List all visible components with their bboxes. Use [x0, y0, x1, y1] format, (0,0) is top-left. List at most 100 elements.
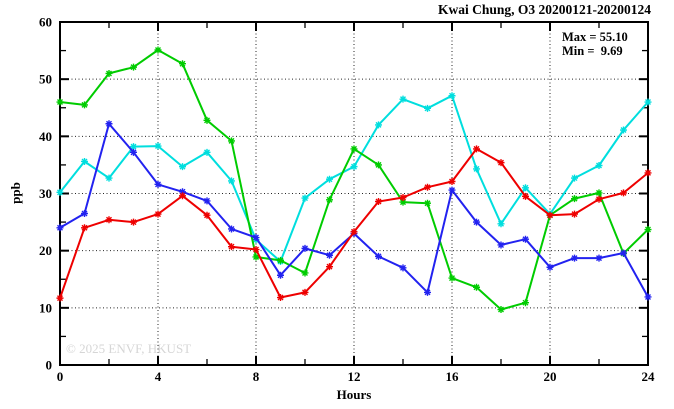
- marker-red: [252, 246, 260, 254]
- marker-green: [326, 196, 333, 204]
- marker-red: [571, 210, 578, 218]
- marker-red: [620, 189, 627, 197]
- gridlines: [61, 23, 647, 364]
- chart-title: Kwai Chung, O3 20200121-20200124: [438, 2, 651, 17]
- marker-red: [595, 195, 603, 203]
- marker-blue: [571, 254, 578, 262]
- marker-green: [497, 306, 505, 314]
- marker-cyan: [375, 121, 382, 129]
- x-axis-label: Hours: [337, 387, 372, 402]
- marker-cyan: [301, 194, 309, 202]
- marker-blue: [228, 225, 235, 233]
- marker-blue: [399, 264, 407, 272]
- y-tick-label: 30: [39, 186, 52, 201]
- marker-blue: [546, 263, 554, 271]
- x-tick-label: 4: [155, 369, 162, 384]
- marker-red: [497, 159, 505, 167]
- marker-green: [81, 101, 88, 109]
- marker-green: [644, 226, 652, 234]
- marker-green: [350, 145, 358, 153]
- marker-green: [522, 299, 529, 307]
- marker-cyan: [56, 188, 64, 196]
- marker-green: [473, 283, 480, 291]
- marker-blue: [154, 180, 162, 188]
- x-tick-label: 12: [348, 369, 361, 384]
- marker-red: [448, 177, 456, 185]
- marker-green: [56, 98, 64, 106]
- y-axis-label: ppb: [8, 182, 23, 204]
- marker-red: [179, 192, 186, 200]
- marker-green: [154, 46, 162, 54]
- marker-red: [522, 192, 529, 200]
- marker-cyan: [448, 92, 456, 100]
- marker-blue: [424, 288, 431, 296]
- marker-green: [105, 69, 113, 77]
- marker-blue: [522, 235, 529, 243]
- y-tick-label: 40: [39, 129, 52, 144]
- marker-red: [546, 211, 554, 219]
- marker-red: [154, 210, 162, 218]
- marker-red: [375, 198, 382, 206]
- marker-red: [105, 216, 113, 224]
- marker-cyan: [595, 161, 603, 169]
- y-tick-label: 50: [39, 72, 52, 87]
- marker-red: [130, 218, 137, 226]
- x-tick-label: 24: [642, 369, 656, 384]
- marker-blue: [375, 252, 382, 260]
- marker-cyan: [81, 157, 88, 165]
- marker-cyan: [350, 163, 358, 171]
- marker-cyan: [620, 126, 627, 134]
- marker-blue: [56, 224, 64, 232]
- marker-blue: [252, 234, 260, 242]
- marker-green: [277, 256, 284, 264]
- marker-blue: [277, 271, 284, 279]
- y-tick-label: 0: [46, 358, 53, 373]
- marker-green: [448, 274, 456, 282]
- marker-red: [228, 243, 235, 251]
- marker-red: [203, 211, 211, 219]
- marker-green: [399, 198, 407, 206]
- marker-red: [473, 145, 480, 153]
- marker-blue: [179, 188, 186, 196]
- x-tick-label: 20: [544, 369, 557, 384]
- marker-red: [326, 263, 333, 271]
- marker-cyan: [154, 142, 162, 150]
- marker-cyan: [571, 174, 578, 182]
- marker-blue: [130, 148, 137, 156]
- marker-cyan: [203, 148, 211, 156]
- marker-green: [130, 63, 137, 71]
- max-stat: Max = 55.10: [562, 30, 628, 44]
- marker-blue: [301, 244, 309, 252]
- marker-blue: [473, 218, 480, 226]
- x-tick-label: 16: [446, 369, 460, 384]
- marker-blue: [644, 293, 652, 301]
- marker-blue: [448, 186, 456, 194]
- x-tick-label: 8: [253, 369, 260, 384]
- marker-blue: [105, 120, 113, 128]
- y-tick-label: 20: [39, 243, 52, 258]
- marker-blue: [497, 241, 505, 249]
- y-tick-labels: 0 10 20 30 40 50 60: [39, 15, 52, 373]
- marker-green: [375, 161, 382, 169]
- marker-cyan: [326, 175, 333, 183]
- marker-blue: [595, 254, 603, 262]
- marker-green: [424, 199, 431, 207]
- marker-cyan: [424, 104, 431, 112]
- marker-green: [301, 269, 309, 277]
- min-stat: Min = 9.69: [562, 44, 623, 58]
- marker-cyan: [522, 184, 529, 192]
- marker-cyan: [644, 98, 652, 106]
- x-tick-label: 0: [57, 369, 64, 384]
- marker-cyan: [497, 220, 505, 228]
- data-series: [56, 46, 652, 314]
- watermark: © 2025 ENVF, HKUST: [66, 341, 191, 356]
- marker-cyan: [105, 174, 113, 182]
- y-tick-label: 10: [39, 300, 52, 315]
- marker-red: [301, 288, 309, 296]
- marker-green: [228, 137, 235, 145]
- x-tick-labels: 0 4 8 12 16 20 24: [57, 369, 655, 384]
- marker-red: [350, 228, 358, 236]
- marker-cyan: [179, 163, 186, 171]
- marker-blue: [81, 210, 88, 218]
